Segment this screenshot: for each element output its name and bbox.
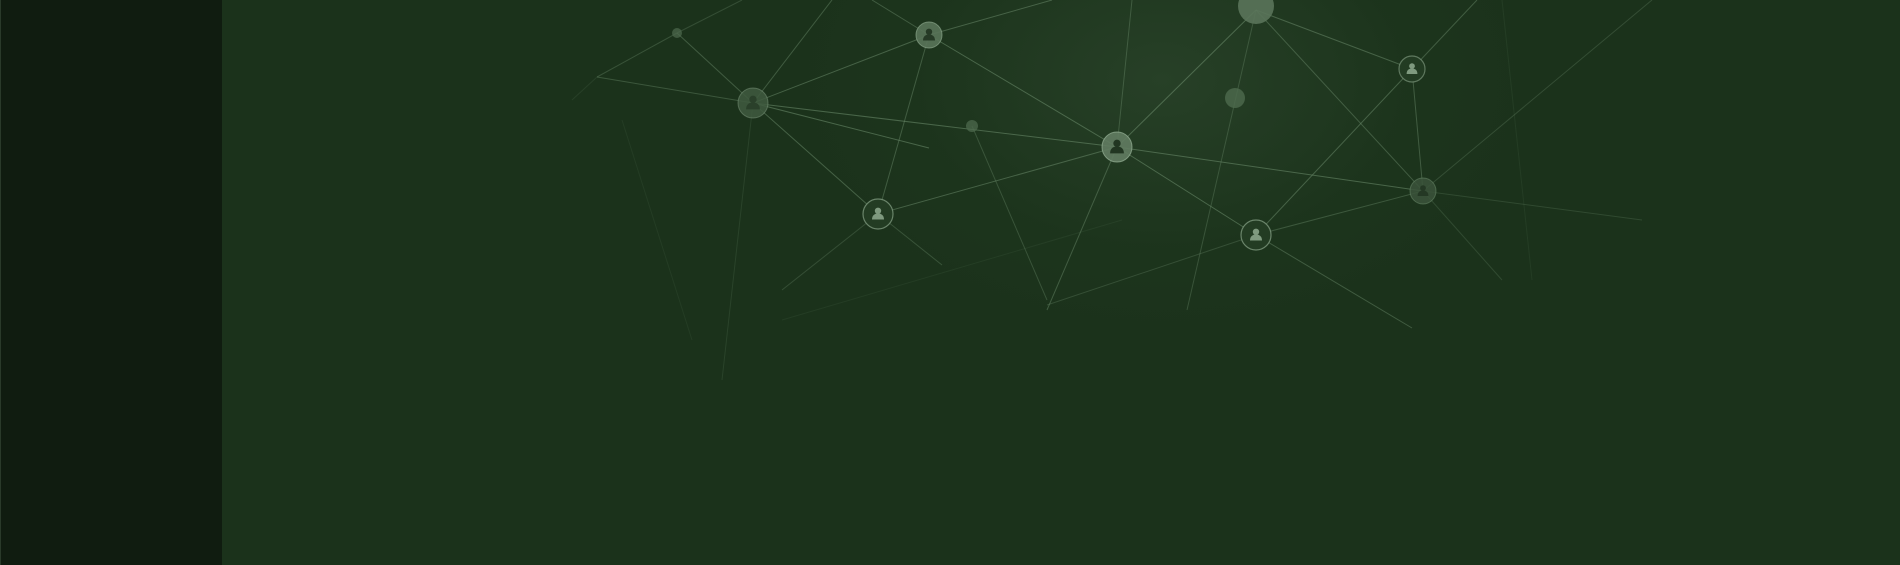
network-line [877,146,1118,215]
network-line [1116,146,1257,236]
network-line [1186,9,1257,311]
network-line [596,32,678,78]
network-line [1255,68,1413,236]
person-node [1398,55,1426,83]
network-line [1422,0,1653,192]
network-line [971,125,1048,301]
network-line [752,102,930,149]
sidebar-panel [0,0,223,565]
main-content-area [222,0,1900,565]
network-line [1046,146,1118,311]
person-node [1409,177,1437,205]
network-line [1116,0,1133,148]
network-illustration [571,0,1653,381]
network-line [621,119,693,341]
network-line [1116,9,1257,148]
network-line [752,34,930,104]
network-line [571,76,598,101]
network-line [1411,0,1478,70]
network-dots [672,0,1274,132]
network-line [928,34,1118,148]
network-dot [1238,0,1274,24]
network-line [1116,146,1424,192]
network-line [928,0,1053,36]
network-line [781,213,879,291]
network-line [676,32,754,104]
network-dot [1225,88,1245,108]
person-node [862,198,894,230]
network-dot [672,28,682,38]
network-lines [571,0,1653,381]
person-node [1240,219,1272,251]
network-line [676,0,743,34]
network-line [752,102,1118,148]
network-line [596,76,754,104]
network-dot [966,120,978,132]
network-line [1501,0,1533,281]
network-line [1255,9,1424,192]
person-node [737,87,769,119]
network-line [1255,9,1413,70]
person-node [915,21,943,49]
network-line [1422,190,1503,281]
network-line [877,34,930,215]
network-line [752,102,879,215]
network-line [781,219,1123,321]
network-nodes [737,21,1437,251]
person-node [1101,131,1133,163]
network-line [1046,234,1257,306]
network-line [752,0,833,104]
network-line [1411,68,1424,192]
network-line [1255,190,1424,236]
network-line [1255,234,1413,329]
network-line [721,102,754,381]
network-line [1422,190,1643,221]
